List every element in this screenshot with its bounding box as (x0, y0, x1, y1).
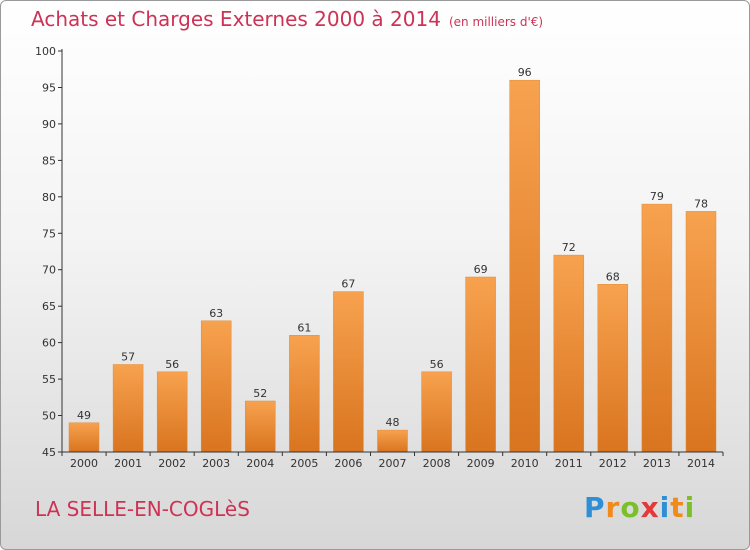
place-name: LA SELLE-EN-COGLèS (35, 497, 250, 521)
axes-group: 2000 2001 2002 2003 2004 2005 2006 2007 2008 2009… (35, 45, 724, 470)
y-tick-label-85: 85 (42, 154, 56, 167)
bar-2014 (685, 211, 717, 453)
x-tick-label-2000: 2000 (70, 457, 98, 470)
x-tick-label-2006: 2006 (334, 457, 362, 470)
bar-2002 (156, 371, 188, 453)
chart-title: Achats et Charges Externes 2000 à 2014 (e… (31, 7, 543, 31)
data-label-2014: 78 (694, 197, 708, 210)
bars-group: 49 57 56 63 52 61 67 48 56 69 96 72 68 79 78 (68, 66, 717, 453)
y-tick-label-65: 65 (42, 300, 56, 313)
data-label-2004: 52 (253, 387, 267, 400)
bar-2007 (377, 429, 408, 453)
x-tick-label-2010: 2010 (511, 457, 539, 470)
x-tick-label-2013: 2013 (643, 457, 671, 470)
bar-2001 (112, 364, 144, 453)
y-tick-label-60: 60 (42, 337, 56, 350)
x-tick-label-2009: 2009 (467, 457, 495, 470)
bar-2008 (421, 371, 452, 453)
bar-2010 (509, 79, 540, 453)
x-tick-label-2001: 2001 (114, 457, 142, 470)
x-tick-label-2012: 2012 (599, 457, 627, 470)
title-text: Achats et Charges Externes 2000 à 2014 (31, 7, 441, 31)
y-tick-label-90: 90 (42, 118, 56, 131)
proxiti-logo[interactable]: Proxiti (584, 491, 696, 524)
data-label-2000: 49 (77, 409, 91, 422)
bar-2000 (68, 422, 100, 453)
data-label-2009: 69 (474, 263, 488, 276)
x-tick-label-2014: 2014 (687, 457, 715, 470)
data-label-2012: 68 (606, 270, 620, 283)
x-tick-label-2005: 2005 (290, 457, 318, 470)
data-label-2010: 96 (518, 66, 532, 79)
x-tick-label-2007: 2007 (379, 457, 407, 470)
bar-2005 (289, 335, 320, 453)
unit-label: (en milliers d'€) (448, 15, 544, 29)
bar-2009 (465, 276, 496, 453)
y-tick-label-55: 55 (42, 373, 56, 386)
y-tick-label-50: 50 (42, 410, 56, 423)
y-tick-label-70: 70 (42, 264, 56, 277)
data-label-2007: 48 (386, 416, 400, 429)
bar-2004 (245, 400, 276, 453)
x-tick-label-2002: 2002 (158, 457, 186, 470)
data-label-2011: 72 (562, 241, 576, 254)
data-label-2008: 56 (430, 358, 444, 371)
y-tick-label-95: 95 (42, 82, 56, 95)
data-label-2002: 56 (165, 358, 179, 371)
data-label-2006: 67 (341, 278, 355, 291)
data-label-2013: 79 (650, 190, 664, 203)
data-label-2001: 57 (121, 351, 135, 364)
bar-2011 (553, 254, 585, 453)
data-label-2005: 61 (297, 321, 311, 334)
bar-2003 (200, 320, 232, 453)
x-tick-label-2011: 2011 (555, 457, 583, 470)
bar-2006 (333, 291, 364, 453)
bar-2013 (641, 203, 673, 453)
y-tick-label-45: 45 (42, 446, 56, 459)
y-tick-label-100: 100 (35, 45, 56, 58)
data-label-2003: 63 (209, 307, 223, 320)
y-tick-label-75: 75 (42, 227, 56, 240)
x-tick-label-2003: 2003 (202, 457, 230, 470)
x-tick-label-2008: 2008 (423, 457, 451, 470)
bar-2012 (597, 284, 629, 453)
x-tick-label-2004: 2004 (246, 457, 274, 470)
y-tick-label-80: 80 (42, 191, 56, 204)
